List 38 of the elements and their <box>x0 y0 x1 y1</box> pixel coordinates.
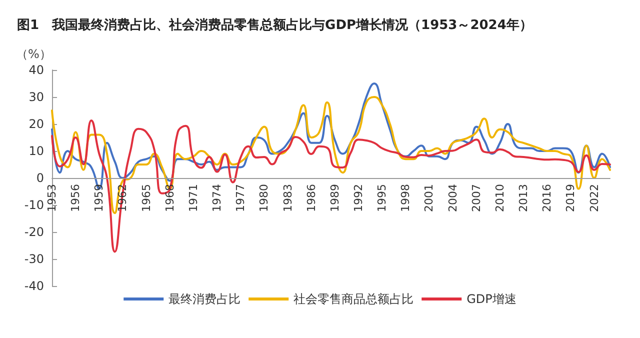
x-tick-label: 1956 <box>69 184 82 212</box>
x-tick-label: 2019 <box>564 184 578 212</box>
y-tick-label: 0 <box>36 171 44 185</box>
x-tick-label: 1968 <box>163 184 176 212</box>
x-tick-label: 1998 <box>399 184 412 212</box>
x-tick-label: 1953 <box>46 184 58 212</box>
x-tick-label: 1965 <box>140 184 153 212</box>
y-tick-label: 40 <box>28 63 44 77</box>
y-tick-label: 20 <box>28 117 44 131</box>
y-tick-label: -10 <box>24 198 44 212</box>
x-tick-label: 1992 <box>352 184 366 212</box>
x-tick-label: 1989 <box>328 184 342 212</box>
x-tick-label: 2022 <box>588 184 601 212</box>
x-tick-label: 1959 <box>92 184 106 212</box>
x-tick-label: 1971 <box>186 184 200 212</box>
y-tick-label: 10 <box>28 144 44 158</box>
legend-label: 社会零售商品总额占比 <box>294 292 414 306</box>
x-tick-label: 2013 <box>517 184 530 212</box>
x-tick-label: 2010 <box>493 184 506 212</box>
y-tick-label: -30 <box>24 252 44 266</box>
y-tick-label: -40 <box>24 279 44 293</box>
y-tick-label: 30 <box>28 90 44 104</box>
y-tick-label: -20 <box>24 225 44 239</box>
y-axis-title: （%） <box>16 47 52 61</box>
x-tick-label: 1974 <box>210 184 224 212</box>
x-tick-label: 2001 <box>422 184 436 212</box>
x-tick-label: 2004 <box>446 184 460 212</box>
x-tick-label: 1983 <box>281 184 294 212</box>
x-tick-label: 1977 <box>234 184 248 212</box>
x-tick-label: 1980 <box>258 184 271 212</box>
legend-label: GDP增速 <box>466 292 516 306</box>
x-tick-label: 1986 <box>304 184 318 212</box>
x-tick-label: 2007 <box>470 184 483 212</box>
x-tick-label: 1995 <box>376 184 389 212</box>
legend-label: 最终消费占比 <box>168 292 241 306</box>
chart-title: 图1 我国最终消费占比、社会消费品零售总额占比与GDP增长情况（1953～2024年） <box>17 17 532 33</box>
x-tick-label: 2016 <box>540 184 554 212</box>
x-tick-label: 1962 <box>116 184 130 212</box>
